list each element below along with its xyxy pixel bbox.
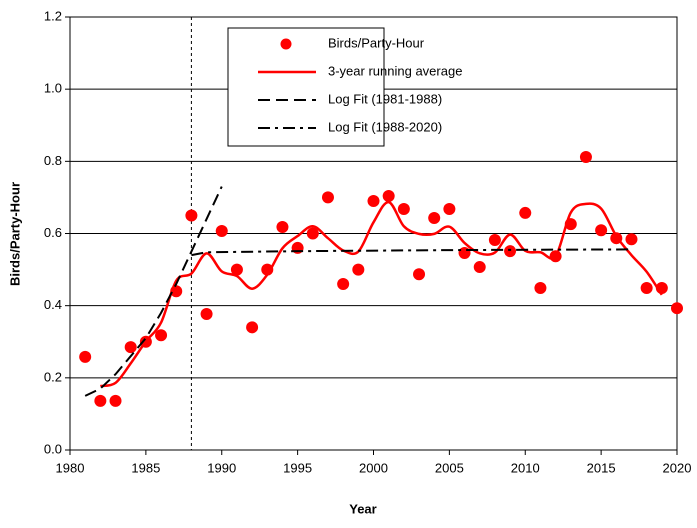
data-point: [640, 281, 653, 294]
data-point: [382, 189, 395, 202]
data-point: [261, 263, 274, 276]
y-tick-label: 0.0: [44, 441, 62, 456]
data-point: [367, 195, 380, 208]
legend-label: Birds/Party-Hour: [328, 35, 425, 50]
x-tick-label: 1995: [283, 460, 312, 475]
data-point: [534, 281, 547, 294]
x-axis-label: Year: [349, 501, 376, 516]
y-tick-label: 0.6: [44, 225, 62, 240]
data-point: [488, 233, 501, 246]
data-point: [413, 268, 426, 281]
data-point: [443, 202, 456, 215]
x-tick-label: 2015: [587, 460, 616, 475]
x-tick-label: 2005: [435, 460, 464, 475]
data-point: [579, 151, 592, 164]
data-point: [185, 209, 198, 222]
data-point: [352, 263, 365, 276]
x-tick-label: 2010: [511, 460, 540, 475]
data-point: [671, 302, 683, 315]
series-line: [84, 186, 223, 397]
data-point: [79, 350, 92, 363]
legend-label: 3-year running average: [328, 63, 462, 78]
data-point: [215, 224, 228, 237]
data-point: [276, 221, 289, 234]
data-point: [625, 233, 638, 246]
legend-label: Log Fit (1981-1988): [328, 91, 442, 106]
data-point: [246, 321, 259, 334]
data-point: [200, 307, 213, 320]
y-tick-label: 0.4: [44, 297, 62, 312]
data-point: [155, 329, 168, 342]
data-point: [428, 211, 441, 224]
data-point: [519, 206, 532, 219]
plot-frame: [69, 16, 678, 451]
y-tick-label: 0.8: [44, 153, 62, 168]
legend-label: Log Fit (1988-2020): [328, 119, 442, 134]
x-tick-label: 2020: [663, 460, 692, 475]
y-tick-label: 0.2: [44, 369, 62, 384]
data-point: [504, 245, 517, 258]
data-point: [124, 341, 137, 354]
data-point: [458, 246, 471, 259]
x-tick-label: 1985: [131, 460, 160, 475]
y-tick-label: 1.0: [44, 81, 62, 96]
data-point: [230, 263, 243, 276]
y-axis-label: Birds/Party-Hour: [7, 182, 22, 286]
data-point: [94, 394, 107, 407]
y-tick-label: 1.2: [44, 8, 62, 23]
x-tick-label: 1990: [207, 460, 236, 475]
data-point: [109, 394, 122, 407]
series-line: [191, 248, 632, 257]
data-point: [595, 224, 608, 237]
data-point: [337, 278, 350, 291]
data-point: [397, 202, 410, 215]
series-line: [100, 200, 663, 388]
data-point: [473, 261, 486, 274]
legend-box: [227, 27, 385, 147]
x-tick-label: 1980: [56, 460, 85, 475]
data-point: [306, 227, 319, 240]
data-point: [321, 191, 334, 204]
legend-marker: [280, 38, 292, 50]
x-tick-label: 2000: [359, 460, 388, 475]
